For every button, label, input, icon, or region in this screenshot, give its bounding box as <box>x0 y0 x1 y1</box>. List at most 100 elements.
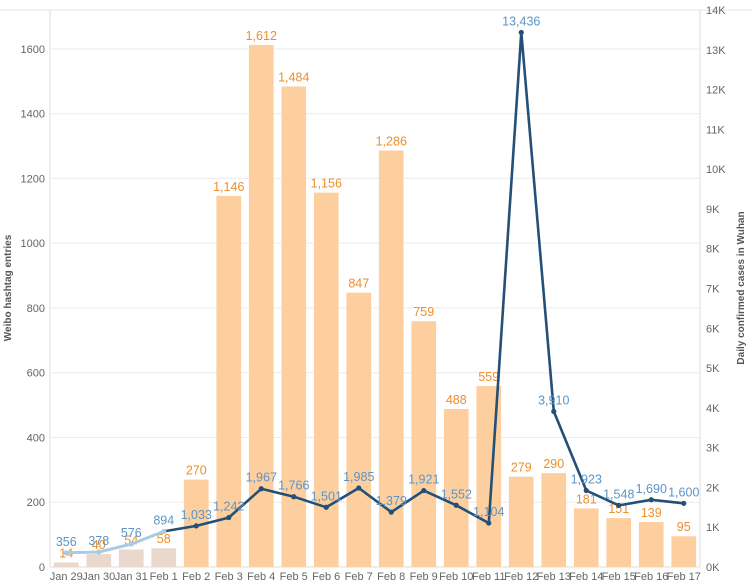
x-tick-label: Feb 3 <box>215 571 243 583</box>
bar-value-label: 279 <box>511 461 532 475</box>
right-tick-label: 13K <box>706 45 726 57</box>
bar <box>573 508 599 567</box>
left-tick-label: 200 <box>27 497 45 509</box>
bar <box>443 408 469 567</box>
line-value-label: 1,923 <box>571 472 602 486</box>
x-tick-label: Feb 5 <box>280 571 308 583</box>
left-tick-label: 1200 <box>21 173 45 185</box>
line-point <box>388 509 394 515</box>
x-tick-label: Feb 16 <box>634 571 668 583</box>
line-value-label: 3,910 <box>538 393 569 407</box>
bar-value-label: 270 <box>186 464 207 478</box>
line-value-label: 13,436 <box>502 14 540 28</box>
line-point <box>291 494 297 500</box>
bar-value-label: 1,286 <box>376 135 407 149</box>
bar-value-label: 559 <box>478 370 499 384</box>
bar <box>476 385 502 567</box>
left-tick-label: 1000 <box>21 238 45 250</box>
left-tick-label: 400 <box>27 432 45 444</box>
left-tick-label: 1400 <box>21 109 45 121</box>
x-tick-label: Feb 14 <box>569 571 603 583</box>
left-axis-title: Weibo hashtag entries <box>3 234 14 341</box>
line-value-label: 1,033 <box>181 508 212 522</box>
line-point <box>453 502 459 508</box>
bar-value-label: 181 <box>576 492 597 506</box>
left-tick-label: 600 <box>27 368 45 380</box>
right-tick-label: 11K <box>706 124 725 136</box>
bar-value-label: 759 <box>413 305 434 319</box>
line-value-label: 1,242 <box>213 500 244 514</box>
right-tick-label: 1K <box>706 522 720 534</box>
line-point <box>551 408 557 415</box>
line-point <box>161 528 167 535</box>
bar <box>151 548 177 567</box>
right-tick-label: 4K <box>706 403 720 415</box>
left-tick-label: 800 <box>27 303 45 315</box>
right-tick-label: 9K <box>706 204 720 216</box>
right-tick-label: 6K <box>706 323 720 335</box>
bar-value-label: 40 <box>92 538 106 552</box>
x-tick-label: Feb 4 <box>247 571 275 583</box>
bar <box>313 192 339 568</box>
line-point <box>258 486 264 492</box>
x-tick-label: Feb 11 <box>472 571 505 583</box>
bar-labels: 144054582701,1461,6121,4841,1568471,2867… <box>59 29 690 560</box>
line-point <box>128 541 134 547</box>
right-axis-ticks: 0K 1K 2K 3K 4K 5K 6K 7K 8K 9K 10K 11K 12K 13K 14K <box>706 5 726 574</box>
x-tick-label: Jan 29 <box>50 571 83 583</box>
bar <box>671 536 697 567</box>
left-tick-label: 1600 <box>21 44 45 56</box>
line-value-label: 1,985 <box>343 470 374 484</box>
line-point <box>323 504 329 510</box>
line-point <box>648 497 654 503</box>
line-point <box>583 487 589 494</box>
right-tick-label: 7K <box>706 284 720 296</box>
bar <box>118 549 144 567</box>
bar <box>508 476 534 567</box>
x-tick-label: Feb 15 <box>602 571 636 583</box>
line-value-label: 576 <box>121 526 142 540</box>
bar-value-label: 1,156 <box>311 177 342 191</box>
x-tick-label: Feb 1 <box>150 571 178 583</box>
x-tick-label: Jan 31 <box>115 571 148 583</box>
line-point <box>193 523 199 529</box>
line-value-label: 378 <box>88 534 109 548</box>
bar <box>53 562 79 567</box>
bar <box>86 554 112 567</box>
line-point <box>226 514 232 521</box>
left-tick-label: 0 <box>39 562 45 574</box>
bars <box>53 44 697 568</box>
x-tick-label: Feb 6 <box>312 571 340 583</box>
bar <box>248 44 274 567</box>
line-value-label: 1,379 <box>376 494 407 508</box>
right-axis-title: Daily confirmed cases in Wuhan <box>736 211 747 364</box>
x-tick-label: Feb 2 <box>182 571 210 583</box>
line-value-label: 1,766 <box>278 479 309 493</box>
x-tick-label: Feb 8 <box>377 571 405 583</box>
line-value-label: 1,967 <box>246 471 277 485</box>
line-value-label: 1,600 <box>668 485 699 499</box>
x-tick-label: Feb 7 <box>345 571 373 583</box>
line-point <box>616 502 622 509</box>
bar <box>541 473 567 567</box>
line-value-label: 1,921 <box>408 473 439 487</box>
line-point <box>681 500 687 506</box>
x-tick-label: Feb 10 <box>439 571 473 583</box>
line-point <box>486 520 492 526</box>
right-tick-label: 3K <box>706 443 720 455</box>
x-tick-label: Feb 12 <box>504 571 538 583</box>
line-point <box>518 29 524 36</box>
right-tick-label: 14K <box>706 5 726 17</box>
bar <box>346 292 372 567</box>
bar-value-label: 488 <box>446 393 467 407</box>
bar <box>281 86 307 567</box>
line-value-label: 894 <box>153 513 174 527</box>
line-point <box>63 550 69 556</box>
right-tick-label: 8K <box>706 244 720 256</box>
bar-value-label: 290 <box>543 457 564 471</box>
x-tick-label: Feb 9 <box>410 571 438 583</box>
bar <box>606 518 632 567</box>
line-point <box>421 487 427 494</box>
bar <box>411 321 437 567</box>
